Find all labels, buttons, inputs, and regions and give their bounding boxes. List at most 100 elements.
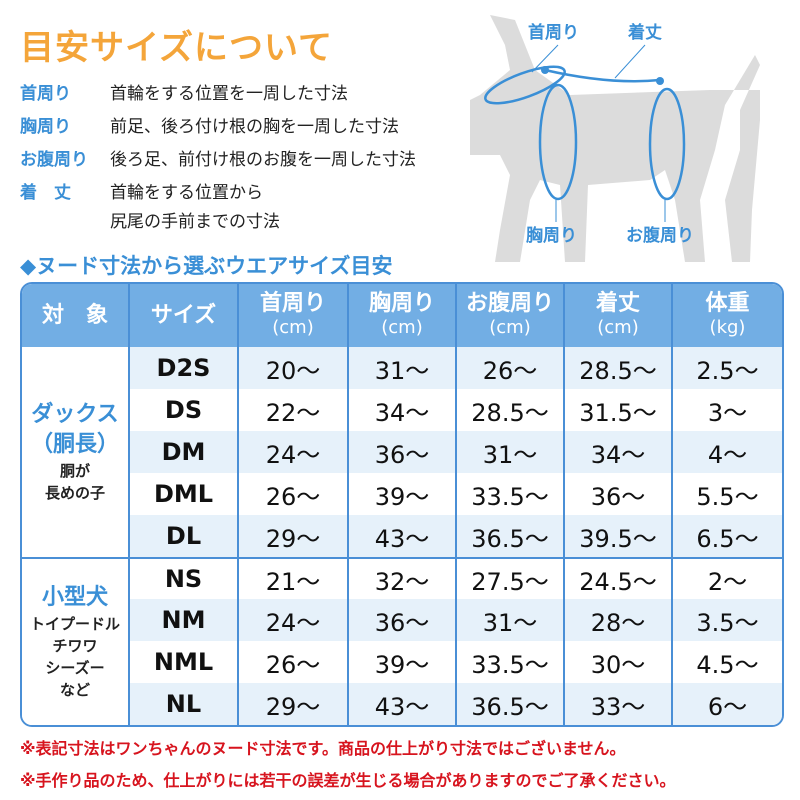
header-length: 着丈 (cm) <box>565 284 673 347</box>
definition-belly: お腹周り 後ろ足、前付け根のお腹を一周した寸法 <box>20 144 416 177</box>
label-length: 着丈 <box>627 22 662 43</box>
size-table: 対 象 サイズ 首周り (cm) 胸周り (cm) お腹周り (cm) 着丈 (cm) … <box>20 282 784 727</box>
group-name: 小型犬 <box>41 585 108 610</box>
header-belly: お腹周り (cm) <box>457 284 565 347</box>
value-cell: 36.5〜 <box>457 683 565 725</box>
table-row: DM 24〜 36〜 31〜 34〜 4〜 <box>22 431 782 473</box>
term: お腹周り <box>20 150 88 170</box>
value-cell: 33.5〜 <box>457 641 565 683</box>
dog-silhouette <box>470 15 760 262</box>
value-cell: 30〜 <box>565 641 673 683</box>
group-desc: など <box>59 681 90 699</box>
value-cell: 2.5〜 <box>673 347 782 389</box>
value-cell: 4〜 <box>673 431 782 473</box>
size-cell: DL <box>130 515 239 557</box>
value-cell: 20〜 <box>239 347 349 389</box>
value-cell: 24〜 <box>239 431 349 473</box>
table-row: DL 29〜 43〜 36.5〜 39.5〜 6.5〜 <box>22 515 782 557</box>
desc: 首輪をする位置から <box>110 183 263 203</box>
header-label: 胸周り <box>368 290 435 316</box>
value-cell: 6.5〜 <box>673 515 782 557</box>
dog-measurement-diagram: 首周り 着丈 胸周り お腹周り <box>470 15 760 262</box>
group-name: （胴長） <box>30 432 119 457</box>
value-cell: 21〜 <box>239 557 349 599</box>
label-chest: 胸周り <box>526 225 577 246</box>
group-desc: シーズー <box>45 659 105 677</box>
size-cell: DM <box>130 431 239 473</box>
value-cell: 29〜 <box>239 683 349 725</box>
size-cell: DML <box>130 473 239 515</box>
definition-length: 着 丈 首輪をする位置から <box>20 177 416 210</box>
value-cell: 36〜 <box>349 599 457 641</box>
header-label: サイズ <box>150 302 217 328</box>
group-cell: 小型犬 トイプードル チワワ シーズー など <box>22 557 130 725</box>
table-row: DS 22〜 34〜 28.5〜 31.5〜 3〜 <box>22 389 782 431</box>
value-cell: 39〜 <box>349 641 457 683</box>
header-label: 体重 <box>705 290 750 316</box>
section-heading: ◆ヌード寸法から選ぶウエアサイズ目安 <box>20 254 393 278</box>
size-cell: NL <box>130 683 239 725</box>
value-cell: 4.5〜 <box>696 650 759 679</box>
desc: 後ろ足、前付け根のお腹を一周した寸法 <box>110 150 416 170</box>
size-cell: D2S <box>130 347 239 389</box>
size-cell: DS <box>130 389 239 431</box>
value-cell: 26〜 <box>239 473 349 515</box>
page-title: 目安サイズについて <box>20 28 333 68</box>
definition-chest: 胸周り 前足、後ろ付け根の胸を一周した寸法 <box>20 111 416 144</box>
desc: 尻尾の手前までの寸法 <box>110 212 280 232</box>
value-cell: 22〜 <box>239 389 349 431</box>
value-cell: 31〜 <box>457 431 565 473</box>
group-cell: ダックス （胴長） 胴が 長めの子 <box>22 347 130 557</box>
measurement-definitions: 首周り 首輪をする位置を一周した寸法 胸周り 前足、後ろ付け根の胸を一周した寸法 お… <box>20 78 416 239</box>
value-cell: 31.5〜 <box>565 389 673 431</box>
term: 胸周り <box>20 117 71 137</box>
notes: ※表記寸法はワンちゃんのヌード寸法です。商品の仕上がり寸法ではございません。 ※… <box>20 733 676 797</box>
header-unit: (cm) <box>381 316 423 338</box>
definition-neck: 首周り 首輪をする位置を一周した寸法 <box>20 78 416 111</box>
group-desc: チワワ <box>52 637 98 655</box>
header-chest: 胸周り (cm) <box>349 284 457 347</box>
value-cell: 5.5〜 <box>696 482 759 511</box>
value-cell: 32〜 <box>349 557 457 599</box>
value-cell: 31〜 <box>457 599 565 641</box>
size-cell: NML <box>130 641 239 683</box>
header-label: 対 象 <box>41 302 108 328</box>
note: ※表記寸法はワンちゃんのヌード寸法です。商品の仕上がり寸法ではございません。 <box>20 739 626 758</box>
value-cell: 31〜 <box>349 347 457 389</box>
value-cell: 28.5〜 <box>565 347 673 389</box>
table-row: DML 26〜 39〜 33.5〜 36〜 5.5〜 <box>22 473 782 515</box>
definition-length-cont: 尻尾の手前までの寸法 <box>20 210 416 239</box>
value-cell: 3.5〜 <box>673 599 782 641</box>
table-header: 対 象 サイズ 首周り (cm) 胸周り (cm) お腹周り (cm) 着丈 (cm) … <box>22 284 782 347</box>
desc: 首輪をする位置を一周した寸法 <box>110 84 348 104</box>
desc: 前足、後ろ付け根の胸を一周した寸法 <box>110 117 399 137</box>
value-cell: 36〜 <box>565 473 673 515</box>
value-cell: 27.5〜 <box>457 557 565 599</box>
header-neck: 首周り (cm) <box>239 284 349 347</box>
header-label: 着丈 <box>595 290 640 316</box>
size-cell: NS <box>130 557 239 599</box>
value-cell: 2〜 <box>673 557 782 599</box>
term: 首周り <box>20 84 71 104</box>
header-size: サイズ <box>130 284 239 347</box>
header-weight: 体重 (kg) <box>673 284 782 347</box>
header-label: 首周り <box>259 290 326 316</box>
table-row: NML 26〜 39〜 33.5〜 30〜 4.5〜 <box>22 641 782 683</box>
group-name: ダックス <box>31 402 119 427</box>
header-unit: (kg) <box>709 316 746 338</box>
size-cell: NM <box>130 599 239 641</box>
value-cell: 6〜 <box>673 683 782 725</box>
value-cell: 34〜 <box>565 431 673 473</box>
label-neck: 首周り <box>528 22 579 43</box>
value-cell: 43〜 <box>349 515 457 557</box>
value-cell: 36〜 <box>349 431 457 473</box>
value-cell: 39〜 <box>349 473 457 515</box>
header-label: お腹周り <box>465 290 554 316</box>
value-cell: 28.5〜 <box>457 389 565 431</box>
value-cell: 26〜 <box>239 641 349 683</box>
table-row: 小型犬 トイプードル チワワ シーズー など NS 21〜 32〜 27.5〜 24.5〜 2〜 <box>22 557 782 725</box>
note: ※手作り品のため、仕上がりには若干の誤差が生じる場合がありますのでご了承ください… <box>20 771 676 790</box>
value-cell: 28〜 <box>565 599 673 641</box>
group-desc: 長めの子 <box>44 484 105 502</box>
table-row: NL 29〜 43〜 36.5〜 33〜 6〜 <box>22 683 782 725</box>
